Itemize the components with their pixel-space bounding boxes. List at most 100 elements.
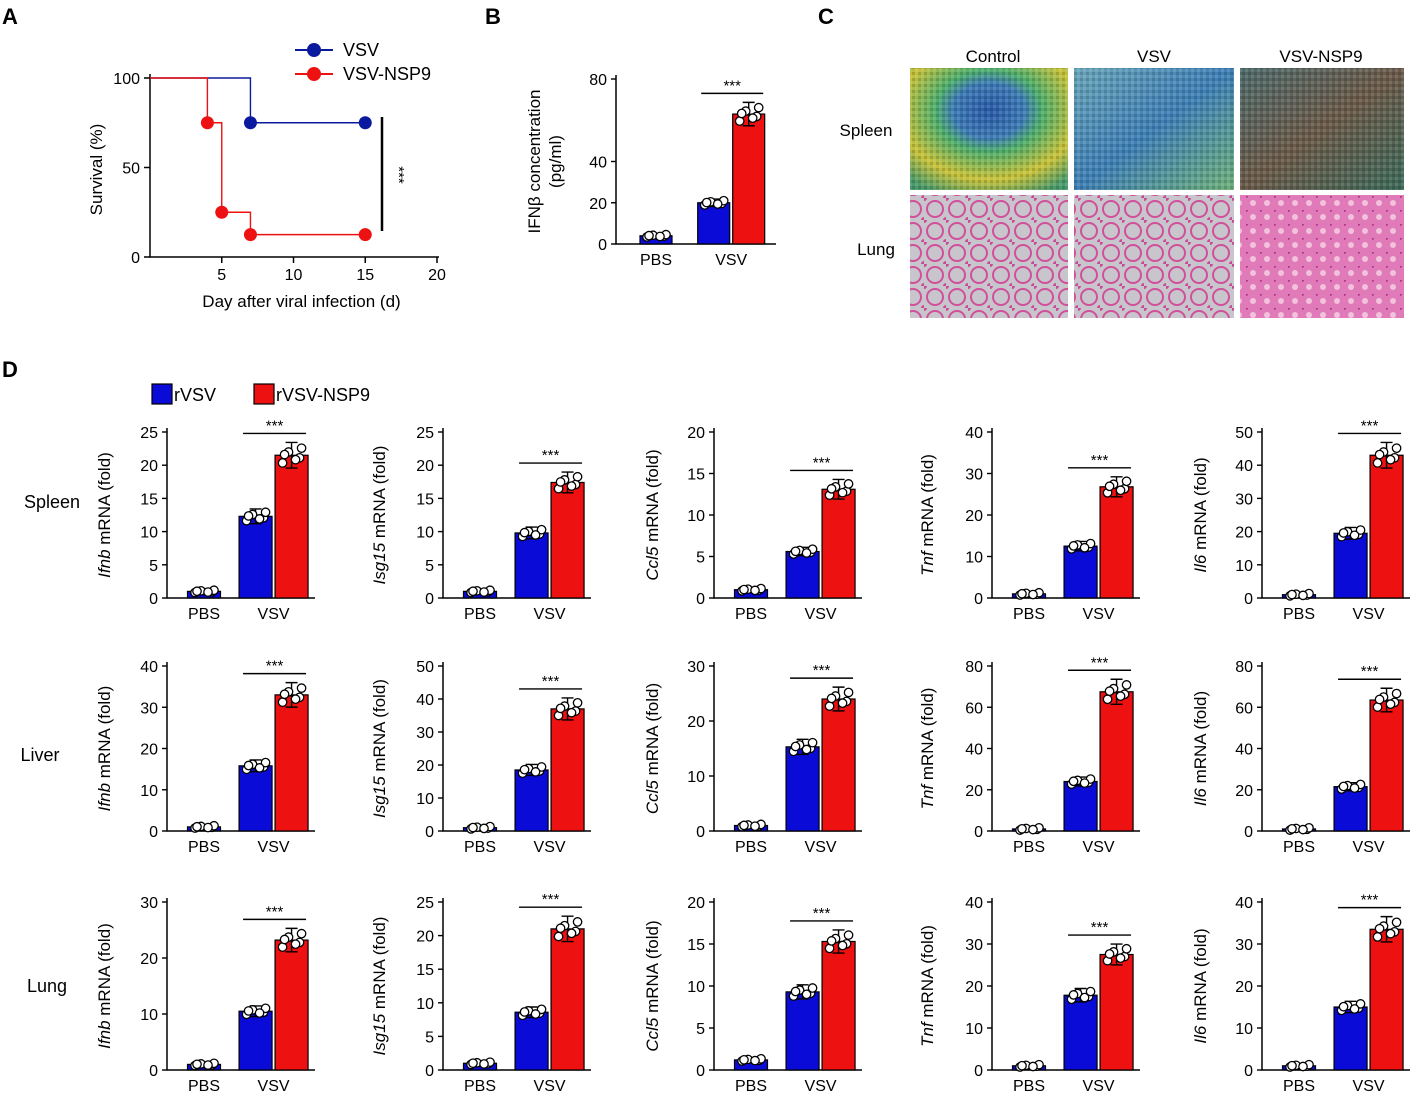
bar-vsv-rvsv-dot <box>260 757 271 768</box>
bar-xtick-vsv: VSV <box>715 252 747 269</box>
row-label-liver: Liver <box>20 745 59 765</box>
bar-ytick-label: 0 <box>149 591 158 608</box>
bar-ytick-label: 10 <box>965 550 983 567</box>
bar-vsv-rvsv-nsp9 <box>1099 691 1134 832</box>
bar-vsv-rvsv <box>1063 780 1098 832</box>
bar-vsv-rvsv-nsp9-dot <box>1104 949 1115 959</box>
bar-vsv-rvsv <box>514 1011 549 1071</box>
bar-pbs-rvsv-dot <box>644 230 654 241</box>
bar-ytick-label: 20 <box>416 758 434 775</box>
bar-vsv-rvsv-nsp9-dot <box>296 443 307 454</box>
bar-vsv-rvsv-nsp9 <box>550 708 585 832</box>
bar-vsv-rvsv-dot <box>254 763 265 773</box>
bar-ylabel-unit: mRNA (fold) <box>95 686 114 783</box>
survival-point-vsv <box>243 116 257 130</box>
bar-xtick-pbs: PBS <box>188 606 220 623</box>
mrna-bar-charts: 0 5 10 15 20 25 PBS VSV Ifnb mRNA (fold) *** 0 5 10 1… <box>95 417 1410 1095</box>
bar-pbs-rvsv-dot <box>203 822 213 833</box>
bar-ytick-label: 40 <box>1235 742 1253 759</box>
bar-ytick-label: 0 <box>425 591 434 608</box>
bar-ylabel-unit: mRNA (fold) <box>918 454 937 551</box>
bar-ytick-label: 0 <box>974 824 983 841</box>
bar-vsv-rvsv-nsp9-dot <box>1102 694 1113 705</box>
bar-vsv-rvsv-nsp9-dot <box>753 102 764 113</box>
row-label-spleen: Spleen <box>24 492 80 512</box>
bar-ytick-label: 20 <box>965 508 983 525</box>
survival-chart: 0 50 100 5 10 15 20 Day after viral infection (… <box>87 40 446 311</box>
bar-ylabel: Isg15 mRNA (fold) <box>370 679 389 818</box>
bar-vsv-rvsv-dot <box>1338 1001 1349 1012</box>
bar-vsv-rvsv-dot <box>1068 990 1079 1000</box>
bar-ylabel: Tnf mRNA (fold) <box>918 925 937 1047</box>
bar-ytick-label: 20 <box>589 196 607 213</box>
bar-ytick-label: 60 <box>1235 700 1253 717</box>
spleen-vsv-nsp9-texture <box>1240 68 1404 190</box>
row-label-lung: Lung <box>27 976 67 996</box>
bar-pbs-rvsv-dot <box>750 1055 760 1066</box>
bar-pbs-rvsv-dot <box>479 823 489 834</box>
bar-ytick-label: 20 <box>140 951 158 968</box>
survival-legend-marker <box>307 67 321 81</box>
bar-vsv-rvsv-dot <box>790 741 801 752</box>
bar-vsv-rvsv-nsp9-dot <box>1391 917 1402 928</box>
bar-pbs-rvsv-dot <box>1028 589 1038 600</box>
bar-vsv-rvsv-nsp9-dot <box>1121 943 1132 954</box>
bar-pbs-rvsv-dot <box>479 587 489 597</box>
bar-ytick-label: 25 <box>416 425 434 442</box>
chart-d-lung-tnf: 0 10 20 30 40 PBS VSV Tnf mRNA (fold) *** <box>918 895 1140 1095</box>
bar-vsv-rvsv-dot <box>1349 783 1360 793</box>
bar-vsv-rvsv-nsp9-dot <box>826 483 837 494</box>
survival-xtick-label: 10 <box>285 267 303 284</box>
bar-vsv-rvsv-nsp9-dot <box>826 936 837 946</box>
bar-ytick-label: 30 <box>1235 937 1253 954</box>
bar-ylabel-gene: Il6 <box>1191 1025 1210 1044</box>
bar-ytick-label: 20 <box>687 714 705 731</box>
bar-significance-stars: *** <box>1091 654 1109 671</box>
bar-pbs-rvsv-dot <box>1298 1061 1308 1072</box>
bar-ytick-label: 30 <box>140 895 158 912</box>
bar-xtick-pbs: PBS <box>735 839 767 856</box>
bar-ytick-label: 30 <box>1235 491 1253 508</box>
survival-ytick-label: 0 <box>131 250 140 267</box>
chart-d-liver-ccl5: 0 10 20 30 PBS VSV Ccl5 mRNA (fold) *** <box>643 659 862 856</box>
chart-d-spleen-ifnb: 0 5 10 15 20 25 PBS VSV Ifnb mRNA (fold) *** <box>95 417 315 623</box>
bar-vsv-rvsv <box>1063 545 1098 599</box>
bar-ytick-label: 0 <box>1244 1063 1253 1080</box>
bar-vsv-rvsv-nsp9 <box>550 928 585 1071</box>
bar-pbs-rvsv-dot <box>739 820 749 831</box>
bar-vsv-rvsv-nsp9-dot <box>1385 454 1396 465</box>
bar-ytick-label: 80 <box>1235 659 1253 676</box>
bar-pbs-rvsv-dot <box>1028 824 1038 835</box>
bar-vsv-rvsv-nsp9-dot <box>566 707 577 718</box>
survival-point-vsv-nsp9 <box>358 228 372 242</box>
bar-vsv-rvsv-dot <box>801 989 812 1000</box>
bar-vsv-rvsv-nsp9-dot <box>1385 928 1396 939</box>
bar-vsv-rvsv-nsp9 <box>274 694 309 832</box>
bar-pbs-rvsv-dot <box>655 231 665 242</box>
bar-ytick-label: 10 <box>687 979 705 996</box>
bar-ytick-label: 30 <box>416 725 434 742</box>
bar-ytick-label: 0 <box>696 824 705 841</box>
bar-significance-stars: *** <box>1091 919 1109 936</box>
bar-ytick-label: 40 <box>416 692 434 709</box>
lung-control-image <box>910 195 1068 318</box>
bar-vsv-rvsv-dot <box>701 197 712 208</box>
bar-ytick-label: 30 <box>965 937 983 954</box>
bar-xtick-pbs: PBS <box>464 606 496 623</box>
bar-ytick-label: 0 <box>1244 824 1253 841</box>
bar-ylabel: Ifnb mRNA (fold) <box>95 923 114 1049</box>
chart-d-lung-ccl5: 0 5 10 15 20 PBS VSV Ccl5 mRNA (fold) *** <box>643 895 862 1095</box>
bar-significance-stars: *** <box>542 673 560 690</box>
bar-vsv-rvsv-nsp9-dot <box>1104 686 1115 697</box>
bar-ytick-label: 15 <box>416 962 434 979</box>
histology-row-spleen: Spleen <box>840 121 893 140</box>
bar-ytick-label: 20 <box>140 742 158 759</box>
bar-vsv-rvsv-nsp9-dot <box>747 113 758 124</box>
bar-pbs-rvsv-dot <box>1287 823 1297 834</box>
legend-label-rvsv-nsp9: rVSV-NSP9 <box>276 385 370 405</box>
bar-ytick-label: 40 <box>965 895 983 912</box>
bar-ylabel-unit: mRNA (fold) <box>370 679 389 776</box>
bar-ytick-label: 0 <box>425 1063 434 1080</box>
bar-vsv-rvsv-nsp9 <box>1369 699 1404 832</box>
bar-vsv-rvsv-nsp9-dot <box>555 477 566 487</box>
